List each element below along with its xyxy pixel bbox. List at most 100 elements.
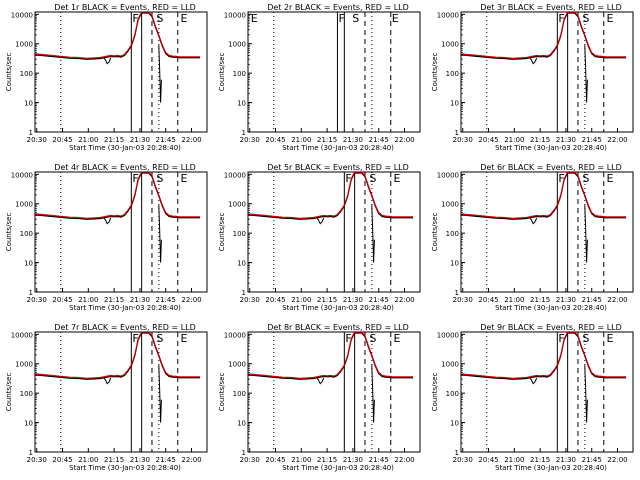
- events-dip: [158, 205, 162, 263]
- marker-letter: S: [156, 332, 163, 345]
- x-axis-label: Start Time (30-Jan-03 20:28:40): [69, 464, 181, 472]
- events-dip: [158, 45, 162, 103]
- y-axis-label: Counts/sec: [218, 53, 226, 92]
- y-tick-label: 10000: [437, 331, 459, 339]
- y-axis-label: Counts/sec: [431, 213, 439, 252]
- x-tick-label: 22:00: [607, 296, 627, 304]
- x-tick-label: 21:00: [78, 296, 98, 304]
- x-tick-label: 20:30: [453, 296, 473, 304]
- x-tick-label: 21:30: [343, 136, 363, 144]
- y-axis-label: Counts/sec: [218, 373, 226, 412]
- y-tick-label: 100: [233, 230, 246, 238]
- y-tick-label: 10: [24, 100, 33, 108]
- lld-line: [35, 172, 201, 219]
- y-tick-label: 10000: [437, 171, 459, 179]
- x-tick-label: 21:30: [130, 296, 150, 304]
- panel-det-6: Det 6r BLACK = Events, RED = LLD 1 10 100 10…: [431, 163, 634, 312]
- events-dip: [371, 205, 375, 263]
- events-dip: [584, 205, 588, 263]
- x-axis-label: Start Time (30-Jan-03 20:28:40): [495, 304, 607, 312]
- x-axis-label: Start Time (30-Jan-03 20:28:40): [495, 464, 607, 472]
- x-axis-label: Start Time (30-Jan-03 20:28:40): [69, 144, 181, 152]
- marker-letter: F: [132, 172, 138, 185]
- y-tick-label: 100: [446, 70, 459, 78]
- x-tick-label: 21:00: [291, 296, 311, 304]
- y-tick-label: 1: [242, 289, 246, 297]
- y-tick-label: 10000: [11, 331, 33, 339]
- panel-title: Det 6r BLACK = Events, RED = LLD: [480, 163, 622, 172]
- lld-line: [461, 332, 627, 379]
- x-tick-label: 22:00: [394, 456, 414, 464]
- events-line: [461, 172, 627, 220]
- y-tick-label: 10000: [224, 11, 246, 19]
- lld-line: [35, 332, 201, 379]
- x-tick-label: 21:15: [104, 456, 124, 464]
- y-tick-label: 10: [24, 420, 33, 428]
- events-dip: [158, 365, 162, 423]
- x-tick-label: 22:00: [181, 456, 201, 464]
- marker-letter: E: [606, 172, 613, 185]
- plot-frame: [34, 171, 208, 293]
- y-tick-label: 1: [455, 289, 459, 297]
- y-axis-label: Counts/sec: [5, 213, 13, 252]
- events-dip: [526, 217, 538, 225]
- x-tick-label: 21:45: [156, 456, 176, 464]
- panel-title: Det 9r BLACK = Events, RED = LLD: [480, 323, 622, 332]
- marker-letter: E: [393, 332, 400, 345]
- panel-title: Det 3r BLACK = Events, RED = LLD: [480, 3, 622, 12]
- x-tick-label: 21:15: [317, 296, 337, 304]
- y-tick-label: 1: [455, 129, 459, 137]
- x-tick-label: 20:30: [453, 136, 473, 144]
- x-tick-label: 20:45: [52, 136, 72, 144]
- x-tick-label: 21:30: [556, 136, 576, 144]
- y-tick-label: 10: [450, 420, 459, 428]
- y-tick-label: 1000: [228, 41, 246, 49]
- x-tick-label: 21:45: [156, 296, 176, 304]
- x-tick-label: 22:00: [181, 136, 201, 144]
- lld-line: [461, 172, 627, 219]
- y-tick-label: 100: [20, 390, 33, 398]
- x-axis-label: Start Time (30-Jan-03 20:28:40): [282, 144, 394, 152]
- y-tick-label: 1000: [441, 41, 459, 49]
- x-tick-label: 20:45: [52, 456, 72, 464]
- events-line: [35, 12, 201, 60]
- x-tick-label: 20:30: [240, 296, 260, 304]
- y-tick-label: 100: [446, 390, 459, 398]
- x-tick-label: 21:30: [343, 456, 363, 464]
- events-line: [35, 332, 201, 380]
- x-tick-label: 20:30: [27, 136, 47, 144]
- x-tick-label: 21:15: [530, 296, 550, 304]
- x-tick-label: 21:45: [582, 456, 602, 464]
- y-tick-label: 1: [29, 449, 33, 457]
- x-tick-label: 20:45: [265, 136, 285, 144]
- y-tick-label: 10: [450, 100, 459, 108]
- y-tick-label: 1: [242, 129, 246, 137]
- x-tick-label: 20:30: [27, 296, 47, 304]
- x-tick-label: 21:00: [504, 456, 524, 464]
- marker-letter: S: [582, 12, 589, 25]
- panel-title: Det 5r BLACK = Events, RED = LLD: [267, 163, 409, 172]
- x-tick-label: 21:00: [78, 456, 98, 464]
- marker-letter: E: [180, 12, 187, 25]
- y-axis-label: Counts/sec: [218, 213, 226, 252]
- marker-letter: S: [156, 12, 163, 25]
- marker-letter: E: [393, 172, 400, 185]
- y-tick-label: 1000: [15, 201, 33, 209]
- marker-letter: S: [582, 332, 589, 345]
- panel-det-3: Det 3r BLACK = Events, RED = LLD 1 10 100 10…: [431, 3, 634, 152]
- panel-det-7: Det 7r BLACK = Events, RED = LLD 1 10 100 10…: [5, 323, 208, 472]
- marker-letter: E: [180, 172, 187, 185]
- x-tick-label: 22:00: [394, 136, 414, 144]
- x-tick-label: 20:45: [478, 136, 498, 144]
- x-tick-label: 21:45: [582, 296, 602, 304]
- x-tick-label: 21:00: [78, 136, 98, 144]
- panel-det-1: Det 1r BLACK = Events, RED = LLD 1 10 100 10…: [5, 3, 208, 152]
- x-tick-label: 20:30: [240, 136, 260, 144]
- x-tick-label: 21:45: [156, 136, 176, 144]
- panel-det-5: Det 5r BLACK = Events, RED = LLD 1 10 100 10…: [218, 163, 421, 312]
